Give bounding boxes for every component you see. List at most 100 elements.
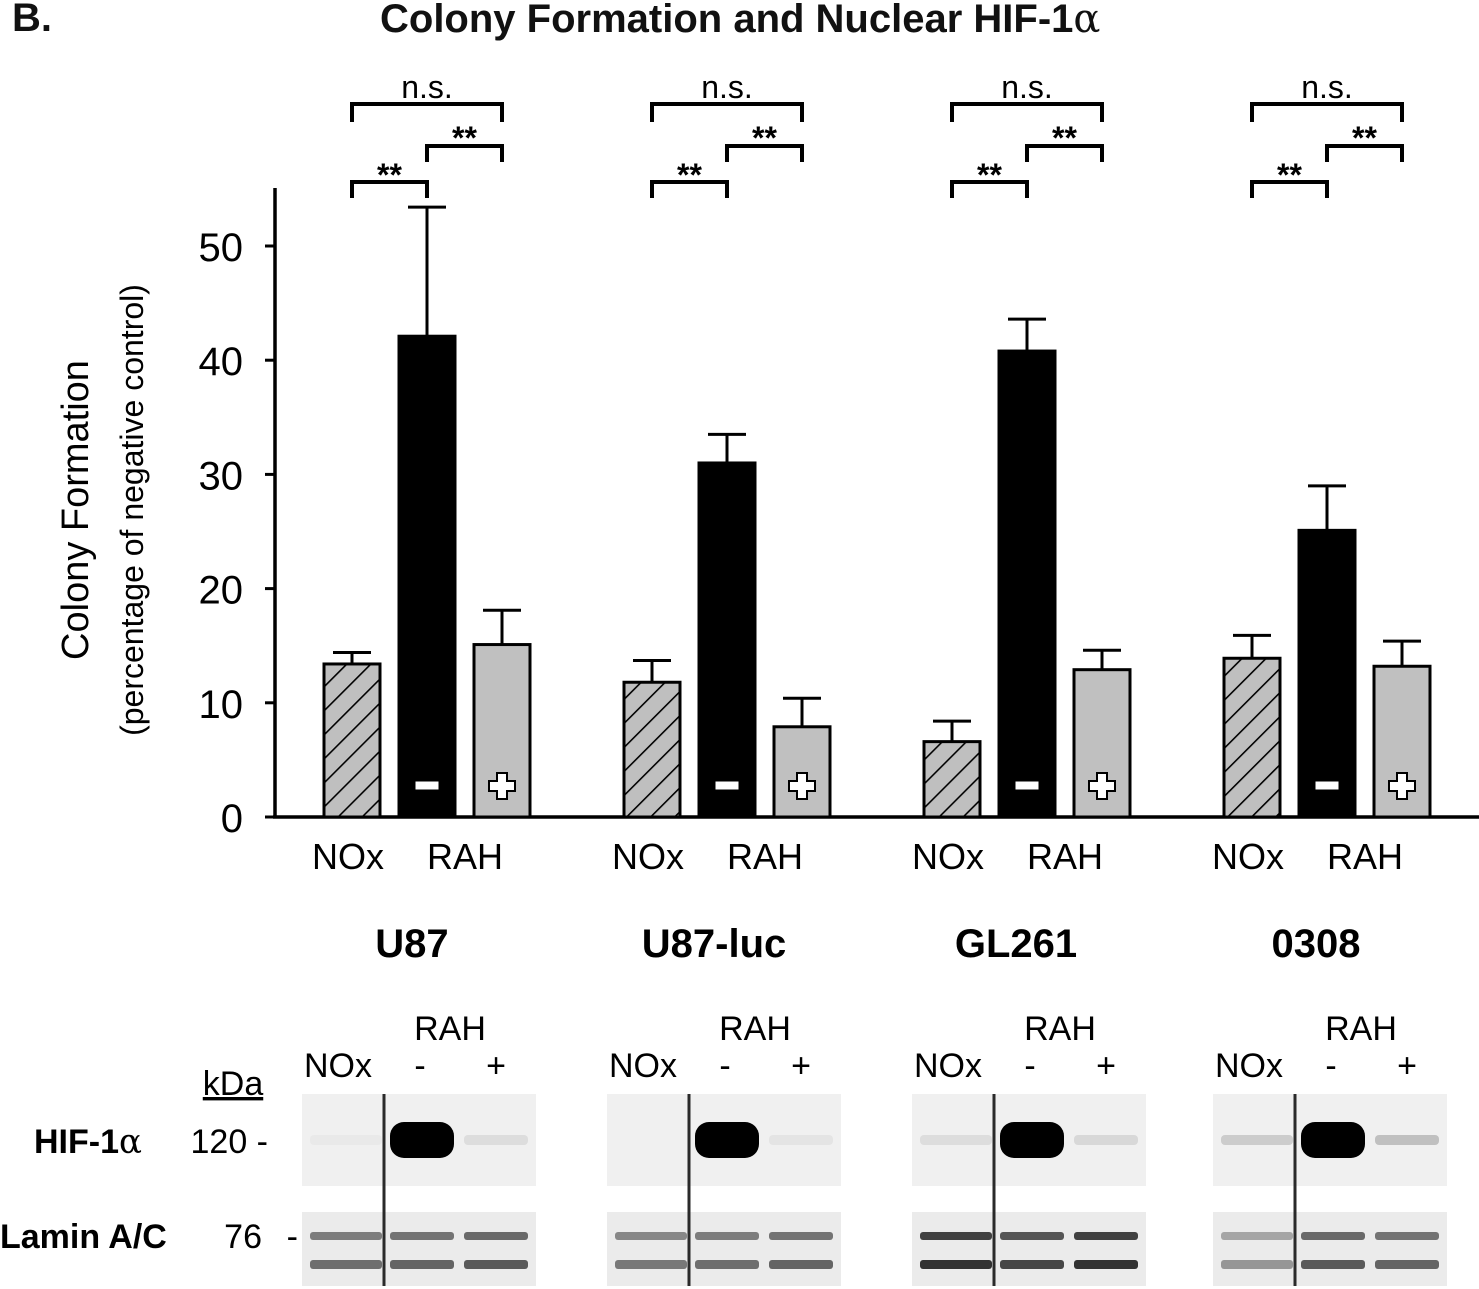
y-tick-label: 30 (199, 454, 244, 498)
significance-label: ** (1052, 120, 1077, 156)
lamin-band-lower (1375, 1260, 1439, 1269)
significance-label: ** (1352, 120, 1377, 156)
lamin-band-lower (615, 1260, 687, 1269)
significance-label: ** (677, 157, 702, 193)
bar-group-u87 (322, 205, 532, 819)
significance-brackets: ** ** n.s. ** ** n.s. ** ** n.s. ** ** n.s. (350, 69, 1404, 198)
lamin-band-lower (1221, 1260, 1293, 1269)
figure-title: Colony Formation and Nuclear HIF-1α (380, 0, 1100, 42)
kda-label: kDa (203, 1065, 264, 1103)
blot-lane-plus: + (1096, 1047, 1116, 1085)
significance-bracket (1325, 144, 1404, 162)
lamin-band-upper (695, 1232, 759, 1240)
x-axis-labels: NOx RAH U87 NOx RAH U87-luc NOx RAH GL261 NOx RAH 0… (312, 836, 1403, 966)
lamin-band-upper (920, 1232, 992, 1240)
blot-lane-nox: NOx (609, 1047, 677, 1085)
significance-bracket (725, 144, 804, 162)
minus-icon (1314, 780, 1340, 791)
blot-lane-minus: - (719, 1047, 730, 1085)
lamin-band-lower (769, 1260, 833, 1269)
x-tick-label-rah: RAH (727, 836, 803, 877)
bar-nox (622, 680, 682, 819)
significance-label-ns: n.s. (1001, 69, 1053, 105)
significance-bracket (1250, 102, 1404, 122)
x-tick-label-rah: RAH (1027, 836, 1103, 877)
blot-strip-lamin (912, 1212, 1146, 1286)
hif1a-band (1074, 1135, 1138, 1145)
plus-icon (788, 772, 816, 800)
bar-nox (1222, 656, 1282, 819)
group-label: 0308 (1272, 922, 1361, 966)
bar-group-gl261 (922, 317, 1132, 819)
blot-header-rah: RAH (1024, 1010, 1096, 1048)
minus-icon (414, 780, 440, 791)
group-label: GL261 (955, 922, 1077, 966)
blot-panel-0308: RAH NOx - + (1213, 1010, 1447, 1286)
lamin-band-lower (464, 1260, 528, 1269)
significance-label-ns: n.s. (1301, 69, 1353, 105)
blot-strip-lamin (1213, 1212, 1447, 1286)
hif1a-band (615, 1135, 687, 1145)
x-tick-label-nox: NOx (312, 836, 384, 877)
significance-label: ** (752, 120, 777, 156)
hif1a-band (1375, 1135, 1439, 1145)
alpha-symbol: α (1073, 0, 1101, 42)
lamin-band-upper (1074, 1232, 1138, 1240)
significance-bracket (425, 144, 504, 162)
y-tick-label: 20 (199, 569, 244, 613)
hif1a-band (920, 1135, 992, 1145)
lamin-band-lower (1301, 1260, 1365, 1269)
blot-strip-lamin (607, 1212, 841, 1286)
blot-label-lamin: Lamin A/C (0, 1218, 167, 1256)
bar-rahminus (697, 461, 757, 819)
lamin-band-upper (464, 1232, 528, 1240)
plus-icon (1088, 772, 1116, 800)
lamin-band-upper (310, 1232, 382, 1240)
blot-panel-u87-luc: RAH NOx - + (607, 1010, 841, 1286)
plus-icon (488, 772, 516, 800)
lamin-band-lower (920, 1260, 992, 1269)
minus-icon (1014, 780, 1040, 791)
significance-bracket (650, 180, 729, 198)
bar-rahminus (997, 349, 1057, 819)
mw-dash: - (287, 1218, 298, 1256)
significance-group-u87-luc: ** ** n.s. (650, 69, 804, 198)
y-tick-label: 0 (221, 797, 243, 841)
lamin-band-lower (1074, 1260, 1138, 1269)
significance-group-u87: ** ** n.s. (350, 69, 504, 198)
significance-label: ** (452, 120, 477, 156)
lamin-band-lower (310, 1260, 382, 1269)
significance-label: ** (1277, 157, 1302, 193)
significance-bracket (1250, 180, 1329, 198)
blot-lane-minus: - (1325, 1047, 1336, 1085)
significance-bracket (350, 102, 504, 122)
lamin-band-upper (1000, 1232, 1064, 1240)
mw-76: 76 (224, 1218, 262, 1256)
bar-nox (922, 740, 982, 819)
lamin-band-lower (1000, 1260, 1064, 1269)
blot-lane-minus: - (1024, 1047, 1035, 1085)
blot-lane-plus: + (486, 1047, 506, 1085)
blot-lane-nox: NOx (914, 1047, 982, 1085)
hif1a-band (695, 1122, 759, 1158)
hif1a-band (1301, 1122, 1365, 1158)
hif1a-band (310, 1135, 382, 1145)
significance-label-ns: n.s. (701, 69, 753, 105)
bar-group-u87-luc (622, 432, 832, 819)
significance-bracket (1025, 144, 1104, 162)
blot-header-rah: RAH (1325, 1010, 1397, 1048)
significance-bracket (350, 180, 429, 198)
bar-rahplus (772, 725, 832, 819)
significance-bracket (950, 180, 1029, 198)
minus-icon (714, 780, 740, 791)
bar-group-0308 (1222, 484, 1432, 819)
significance-label: ** (377, 157, 402, 193)
significance-group-0308: ** ** n.s. (1250, 69, 1404, 198)
bar-nox (322, 662, 382, 819)
blot-panel-gl261: RAH NOx - + (912, 1010, 1146, 1286)
y-tick-label: 50 (199, 226, 244, 270)
blot-label-hif1a: HIF-1α (34, 1122, 142, 1162)
y-tick-label: 40 (199, 340, 244, 384)
panel-letter: B. (12, 0, 52, 40)
lamin-band-upper (1375, 1232, 1439, 1240)
